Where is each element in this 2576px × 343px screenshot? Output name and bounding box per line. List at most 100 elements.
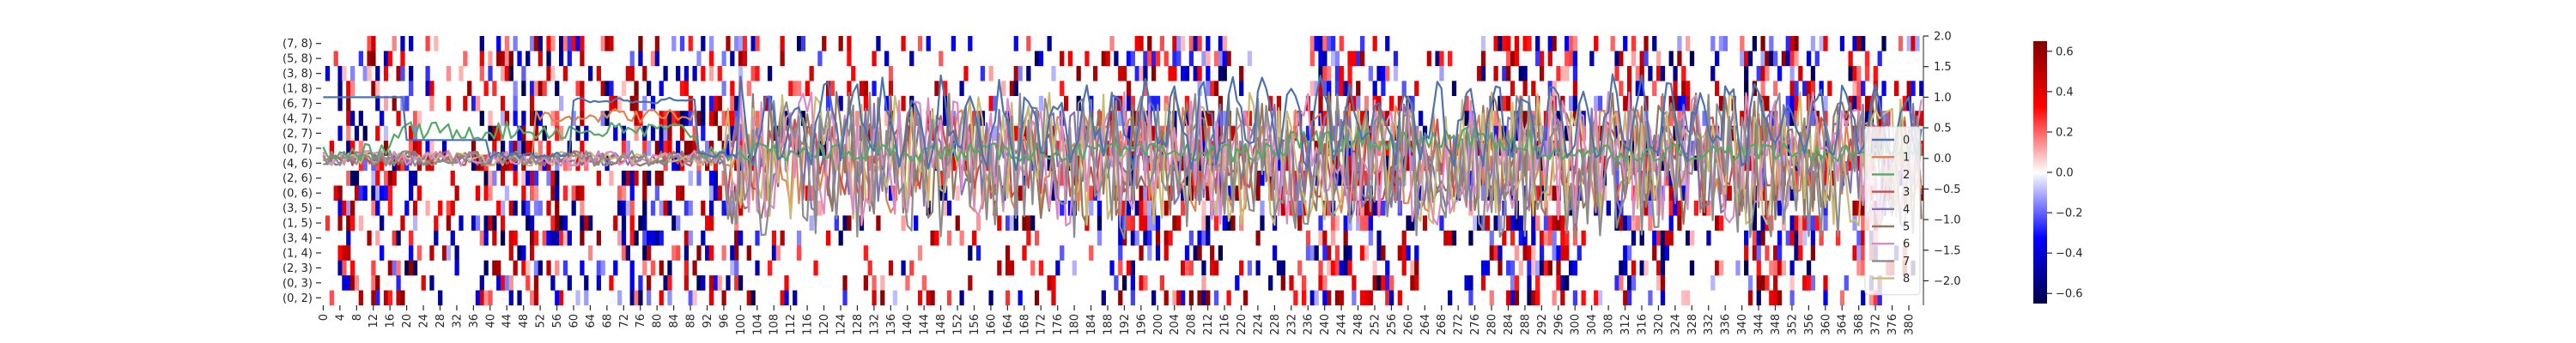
heatmap-cell [1839, 290, 1845, 306]
heatmap-cell [1539, 51, 1545, 67]
heatmap-cell [1668, 200, 1674, 216]
heatmap-cell [746, 245, 751, 261]
heatmap-cell [1806, 51, 1812, 67]
heatmap-cell [1330, 230, 1336, 246]
heatmap-cell [1873, 290, 1878, 306]
heatmap-cell [354, 185, 360, 202]
heatmap-cell [342, 200, 347, 216]
heatmap-cell [550, 111, 556, 126]
heatmap-cell [1376, 275, 1382, 291]
heatmap-cell [1448, 51, 1453, 67]
heatmap-cell [1372, 81, 1377, 96]
x-tick-label: 288 [1519, 314, 1532, 335]
heatmap-cell [1410, 260, 1415, 276]
heatmap-cell [479, 51, 484, 67]
heatmap-cell [993, 125, 998, 141]
heatmap-cell [529, 215, 535, 231]
x-tick-label: 368 [1853, 314, 1866, 335]
heatmap-cell [1060, 200, 1065, 216]
heatmap-cell [1322, 65, 1327, 81]
heatmap-cell [1155, 230, 1161, 246]
x-tick-label: 244 [1336, 314, 1349, 335]
heatmap-cell [562, 215, 568, 231]
heatmap-cell [1013, 125, 1018, 141]
heatmap-cell [1210, 245, 1215, 261]
heatmap-cell [513, 95, 518, 111]
heatmap-cell [1339, 260, 1344, 276]
heatmap-cell [387, 290, 393, 306]
heatmap-cell [1159, 36, 1164, 51]
heatmap-cell [1060, 81, 1065, 96]
x-tick-label: 256 [1386, 314, 1399, 335]
heatmap-cell [1539, 171, 1545, 186]
heatmap-cell [696, 111, 702, 126]
x-tick-label: 356 [1803, 314, 1816, 335]
legend-label-8: 8 [1903, 273, 1910, 286]
heatmap-cell [708, 275, 714, 291]
heatmap-cell [500, 65, 506, 81]
heatmap-cell [701, 200, 706, 216]
heatmap-cell [1626, 290, 1632, 306]
heatmap-cell [383, 51, 389, 67]
heatmap-cell [859, 81, 865, 96]
heatmap-cell [1493, 125, 1498, 141]
heatmap-cell [1514, 125, 1520, 141]
x-tick-label: 144 [919, 314, 932, 335]
heatmap-cell [600, 260, 605, 276]
heatmap-cell [521, 65, 526, 81]
heatmap-cell [416, 111, 422, 126]
heatmap-cell [492, 260, 497, 276]
heatmap-cell [1785, 95, 1790, 111]
heatmap-cell [1656, 260, 1662, 276]
heatmap-cell [1347, 171, 1352, 186]
heatmap-cell [346, 171, 351, 186]
heatmap-cell [1089, 200, 1094, 216]
heatmap-cell [1401, 260, 1406, 276]
heatmap-cell [1301, 290, 1307, 306]
heatmap-cell [371, 171, 376, 186]
x-tick-label: 124 [835, 314, 848, 335]
heatmap-cell [1581, 230, 1586, 246]
heatmap-cell [1376, 245, 1382, 261]
heatmap-cell [446, 215, 452, 231]
heatmap-cell [1493, 36, 1498, 51]
heatmap-cell [1092, 65, 1098, 81]
heatmap-cell [730, 81, 735, 96]
heatmap-cell [1009, 81, 1015, 96]
heatmap-cell [1614, 275, 1619, 291]
heatmap-cell [888, 260, 894, 276]
heatmap-cell [508, 230, 513, 246]
heatmap-cell [1347, 260, 1352, 276]
heatmap-cell [738, 155, 744, 172]
heatmap-cell [1760, 215, 1765, 231]
heatmap-cell [496, 51, 501, 67]
x-tick-label: 128 [852, 314, 865, 335]
heatmap-cell [1022, 171, 1027, 186]
heatmap-cell [371, 51, 376, 67]
heatmap-cell [717, 185, 722, 202]
heatmap-cell [1414, 275, 1419, 291]
heatmap-cell [600, 36, 605, 51]
heatmap-cell [1626, 81, 1632, 96]
heatmap-cell [1276, 155, 1282, 172]
heatmap-cell [755, 260, 760, 276]
heatmap-cell [1510, 260, 1516, 276]
heatmap-cell [1773, 275, 1778, 291]
heatmap-cell [375, 81, 380, 96]
heatmap-cell [383, 95, 389, 111]
heatmap-cell [647, 275, 652, 291]
heatmap-cell [446, 200, 452, 216]
heatmap-cell [1406, 215, 1411, 231]
heatmap-cell [1181, 65, 1186, 81]
heatmap-cell [1547, 51, 1552, 67]
heatmap-cell [533, 81, 539, 96]
heatmap-cell [500, 230, 506, 246]
heatmap-cell [375, 275, 380, 291]
heatmap-cell [337, 65, 343, 81]
heatmap-cell [1109, 36, 1115, 51]
x-tick-label: 312 [1619, 314, 1632, 335]
heatmap-cell [533, 200, 539, 216]
heatmap-cell [1005, 245, 1011, 261]
heatmap-cell [584, 215, 589, 231]
heatmap-cell [1101, 290, 1106, 306]
